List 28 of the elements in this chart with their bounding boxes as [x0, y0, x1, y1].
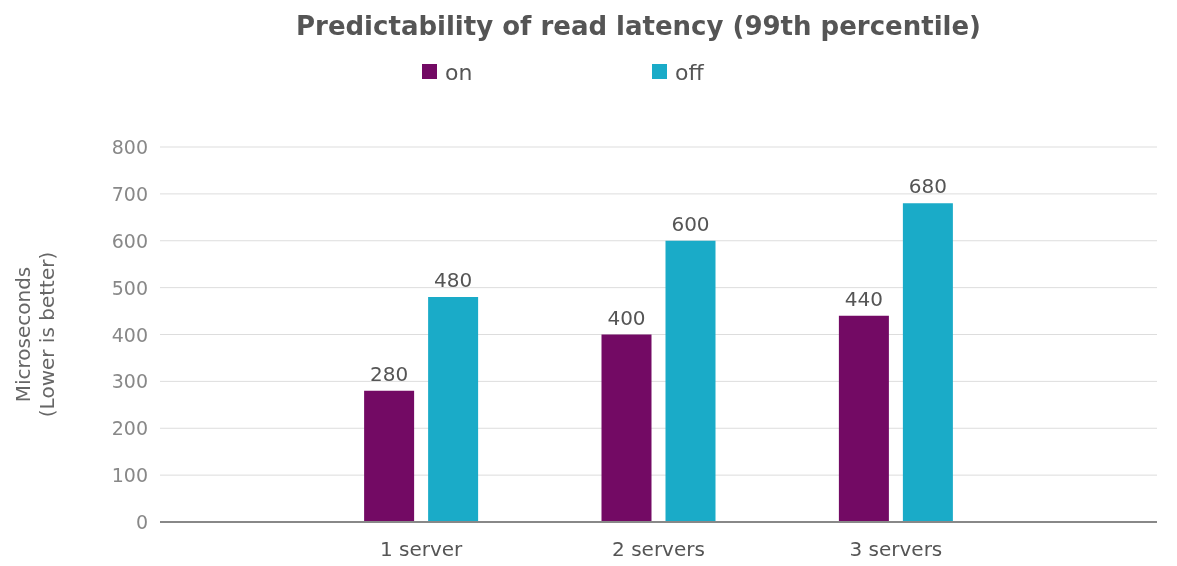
data-label: 600 [671, 211, 710, 236]
y-tick-label: 0 [135, 511, 148, 533]
x-tick-label: 2 servers [612, 537, 705, 561]
legend-label: on [445, 60, 473, 85]
x-tick-label: 1 server [379, 537, 464, 561]
bar [838, 315, 889, 522]
bar [665, 240, 716, 522]
y-tick-label: 300 [111, 370, 148, 393]
y-tick-label: 200 [111, 417, 148, 440]
y-axis-title: Microseconds (Lower is better) [11, 251, 59, 418]
data-label: 480 [434, 268, 473, 292]
legend-label: off [675, 60, 705, 85]
bar [428, 297, 479, 522]
data-label: 680 [908, 174, 947, 199]
y-tick-label: 600 [111, 229, 148, 252]
y-tick-label: 700 [111, 182, 148, 205]
data-label: 280 [370, 361, 409, 386]
data-label: 440 [844, 286, 883, 311]
y-tick-label: 800 [111, 136, 148, 158]
chart-title: Predictability of read latency (99th percentile) [296, 11, 981, 41]
x-tick-label: 3 servers [849, 537, 943, 561]
data-label: 400 [607, 305, 646, 330]
y-tick-label: 400 [111, 323, 148, 346]
bar [364, 390, 415, 522]
bar [601, 334, 652, 522]
y-tick-label: 500 [111, 276, 148, 299]
y-tick-label: 100 [111, 464, 148, 487]
bar [902, 203, 953, 522]
